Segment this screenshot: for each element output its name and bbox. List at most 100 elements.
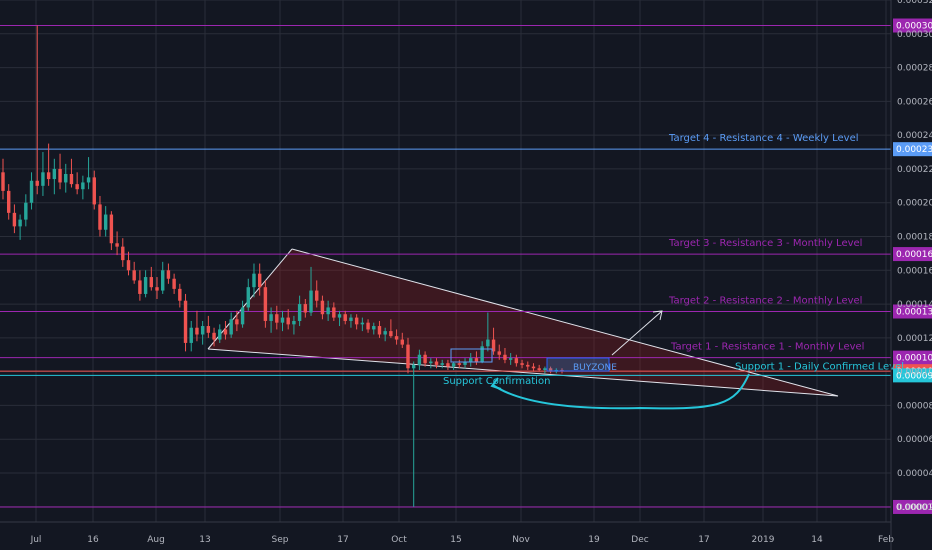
candle-body [206, 326, 211, 333]
candle-body [189, 327, 193, 343]
price-tag-label: 0.0003049 [896, 22, 932, 32]
price-tag [893, 368, 932, 383]
projection-arrow-head [652, 310, 663, 321]
level-label: Target 3 - Resistance 3 - Monthly Level [668, 238, 862, 249]
candle-body [46, 172, 51, 180]
candle-body [349, 317, 353, 321]
candle-body [297, 304, 302, 321]
candle-body [474, 358, 479, 362]
candle-body [520, 363, 524, 365]
candle-body [326, 307, 330, 315]
candle-body [149, 277, 154, 288]
candle-body [360, 322, 365, 325]
candle-body [52, 168, 57, 180]
level-label: Target 1 - Resistance 1 - Monthly Level [670, 342, 864, 353]
candle-body [35, 180, 39, 186]
candle-body [526, 364, 530, 367]
candle-body [218, 329, 222, 340]
candle-body [103, 214, 108, 230]
candle-body [286, 317, 290, 325]
x-tick-label: Jul [30, 535, 42, 545]
candle-body [29, 180, 34, 203]
candles [1, 25, 564, 507]
price-tag [893, 18, 932, 33]
candle-body [172, 278, 176, 289]
price-tag [893, 350, 932, 365]
candle-body [417, 354, 422, 365]
candle-body [309, 290, 313, 313]
candle-body [58, 168, 62, 183]
y-tick-label: 0.0000400 [897, 469, 932, 479]
x-tick-label: 19 [588, 535, 600, 545]
candle-body [1, 172, 5, 191]
candle-body [372, 326, 376, 330]
y-tick-label: 0.0001400 [897, 300, 932, 310]
candle-body [320, 300, 325, 315]
price-tag [893, 304, 932, 319]
x-tick-label: 17 [698, 535, 709, 545]
level-label: Target 4 - Resistance 4 - Weekly Level [668, 133, 859, 144]
candle-body [109, 214, 114, 244]
candle-body [6, 190, 11, 213]
buyzone-box [546, 357, 610, 372]
candle-body [332, 307, 336, 318]
candle-body [24, 202, 28, 220]
x-tick-label: Sep [272, 535, 289, 545]
candle-body [229, 319, 233, 335]
x-tick-label: 17 [337, 535, 348, 545]
candle-body [389, 331, 393, 337]
candle-body [491, 339, 496, 352]
candle-body [92, 177, 96, 205]
horizontal-levels: 0.0003049 0.0002317 Target 4 - Resistance … [0, 18, 932, 514]
candle-body [212, 332, 216, 340]
candle-body [354, 317, 359, 325]
candle-body [543, 368, 547, 370]
candle-body [377, 326, 382, 335]
support-curve-arrow-head [490, 377, 502, 390]
x-tick-label: 15 [450, 535, 461, 545]
candle-body [263, 287, 268, 321]
candle-body [86, 177, 91, 183]
candle-body [200, 326, 205, 335]
x-tick-label: 2019 [752, 535, 775, 545]
x-tick-label: 16 [87, 535, 99, 545]
y-tick-label: 0.0002600 [897, 97, 932, 107]
candle-body [383, 331, 387, 335]
price-tag-label: 0.0001356 [896, 308, 932, 318]
annotations: BUYZONE Support Confirmation [443, 310, 750, 410]
x-tick-label: 13 [199, 535, 210, 545]
candle-body [423, 354, 427, 364]
y-tick-label: 0.0000800 [897, 401, 932, 411]
candle-body [69, 174, 74, 185]
candle-body [537, 368, 541, 370]
x-tick-label: 14 [811, 535, 823, 545]
candle-body [161, 270, 165, 291]
candle-body [337, 314, 342, 318]
candle-body [269, 314, 273, 321]
x-tick-label: Dec [631, 535, 648, 545]
candle-body [18, 219, 22, 227]
candle-body [440, 363, 444, 365]
candle-body [406, 344, 410, 369]
y-tick-label: 0.0000600 [897, 435, 932, 445]
projection-arrow [611, 310, 663, 356]
y-tick-label: 0.0003200 [897, 0, 932, 6]
y-tick-label: 0.0001800 [897, 233, 932, 243]
candle-body [366, 322, 370, 330]
candle-body [121, 246, 125, 261]
y-tick-label: 0.0002200 [897, 165, 932, 175]
y-tick-label: 0.0002400 [897, 131, 932, 141]
y-tick-label: 0.0000200 [897, 503, 932, 513]
candle-body [469, 358, 473, 362]
support-confirmation-label: Support Confirmation [443, 376, 550, 387]
support-confirmation-box [450, 348, 493, 363]
support-curve-arrow [492, 373, 750, 410]
candle-body [446, 363, 450, 367]
candle-body [64, 174, 68, 183]
candle-body [155, 287, 159, 291]
candle-body [81, 182, 85, 190]
candle-body [463, 361, 467, 365]
